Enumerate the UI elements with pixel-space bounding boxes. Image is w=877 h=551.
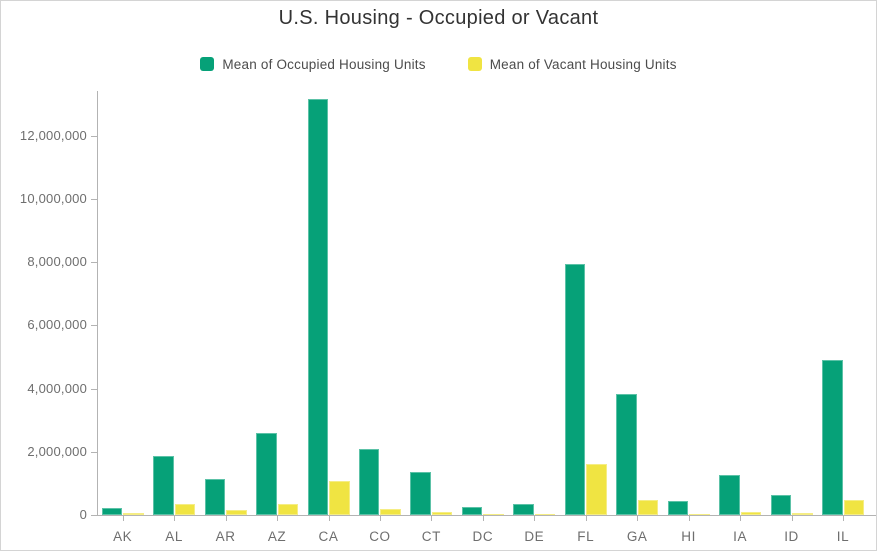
y-axis-tick — [91, 515, 97, 516]
bar-vacant-DE[interactable] — [534, 514, 556, 515]
x-axis-tick-label: FL — [577, 529, 595, 544]
bar-occupied-IA[interactable] — [719, 475, 740, 515]
x-axis-tick — [482, 516, 484, 521]
bar-vacant-AK[interactable] — [123, 513, 144, 515]
y-axis-tick — [91, 262, 97, 263]
legend-label-vacant: Mean of Vacant Housing Units — [489, 56, 677, 72]
bar-vacant-AR[interactable] — [226, 510, 247, 515]
bar-occupied-GA[interactable] — [616, 394, 637, 515]
bar-occupied-AR[interactable] — [204, 479, 226, 515]
x-axis-tick — [637, 516, 639, 521]
y-axis-tick-label: 0 — [79, 507, 87, 522]
bar-vacant-CT[interactable] — [431, 512, 453, 515]
x-axis-tick-label: AL — [165, 529, 183, 544]
x-axis-tick-label: GA — [626, 529, 648, 544]
x-axis-tick-label: DE — [524, 529, 545, 544]
x-axis-tick — [328, 516, 330, 521]
bar-vacant-IL[interactable] — [843, 500, 864, 515]
x-axis-tick — [277, 516, 279, 521]
vacant-series-swatch-icon — [467, 57, 482, 71]
bar-vacant-CA[interactable] — [329, 481, 350, 515]
x-axis-tick-label: CO — [369, 529, 391, 544]
x-axis-tick — [379, 516, 381, 521]
x-axis-tick-label: IA — [733, 529, 748, 544]
legend-item-occupied[interactable]: Mean of Occupied Housing Units — [200, 56, 426, 72]
x-axis-tick — [174, 516, 176, 521]
x-axis-tick-label: DC — [472, 529, 494, 544]
y-axis-tick-label: 12,000,000 — [19, 128, 87, 143]
x-axis-tick — [791, 516, 793, 521]
bar-vacant-AZ[interactable] — [277, 504, 299, 515]
bar-vacant-DC[interactable] — [483, 514, 504, 515]
x-axis-tick-label: AR — [215, 529, 236, 544]
bar-occupied-AK[interactable] — [101, 508, 123, 515]
x-axis-tick-label: IL — [836, 529, 850, 544]
y-axis-tick — [91, 199, 97, 200]
bar-occupied-CT[interactable] — [410, 472, 431, 515]
y-axis-tick-label: 10,000,000 — [19, 191, 87, 206]
y-axis-tick-label: 4,000,000 — [27, 381, 87, 396]
legend-item-vacant[interactable]: Mean of Vacant Housing Units — [467, 56, 677, 72]
bar-occupied-ID[interactable] — [770, 495, 792, 515]
bar-vacant-FL[interactable] — [586, 464, 607, 515]
bar-occupied-IL[interactable] — [822, 360, 843, 515]
legend-label-occupied: Mean of Occupied Housing Units — [222, 56, 426, 72]
y-axis-tick — [91, 452, 97, 453]
y-axis-tick — [91, 389, 97, 390]
bar-occupied-AZ[interactable] — [256, 433, 277, 515]
x-axis-tick-label: AK — [113, 529, 133, 544]
x-axis-line — [91, 515, 876, 516]
x-axis-tick — [740, 516, 742, 521]
y-axis-tick — [91, 325, 97, 326]
y-axis-line — [96, 91, 98, 515]
bar-vacant-IA[interactable] — [740, 512, 762, 515]
y-axis-tick — [91, 136, 97, 137]
y-axis-tick-label: 2,000,000 — [27, 444, 87, 459]
x-axis-tick — [225, 516, 227, 521]
x-axis-tick — [534, 516, 536, 521]
x-axis-tick-label: CA — [318, 529, 339, 544]
bar-occupied-AL[interactable] — [153, 456, 174, 515]
occupied-series-swatch-icon — [200, 57, 215, 71]
bar-occupied-DE[interactable] — [513, 504, 534, 515]
bar-occupied-HI[interactable] — [667, 501, 689, 515]
legend: Mean of Occupied Housing Units Mean of V… — [1, 54, 876, 74]
bar-occupied-CO[interactable] — [358, 449, 380, 515]
y-axis-tick-label: 8,000,000 — [27, 254, 87, 269]
bar-occupied-FL[interactable] — [564, 264, 586, 515]
bar-vacant-ID[interactable] — [792, 513, 813, 515]
bar-vacant-GA[interactable] — [637, 500, 659, 515]
x-axis-tick-label: ID — [784, 529, 799, 544]
chart-title: U.S. Housing - Occupied or Vacant — [278, 7, 599, 29]
x-axis-tick — [843, 516, 844, 521]
x-axis-tick — [122, 516, 124, 521]
x-axis-tick-label: CT — [421, 529, 441, 544]
bar-occupied-DC[interactable] — [461, 507, 483, 515]
bar-vacant-HI[interactable] — [689, 514, 710, 515]
bar-vacant-AL[interactable] — [174, 504, 196, 515]
x-axis-tick — [585, 516, 587, 521]
x-axis-tick-label: AZ — [267, 529, 287, 544]
x-axis-tick — [688, 516, 690, 521]
y-axis-tick-label: 6,000,000 — [27, 317, 87, 332]
x-axis-tick-label: HI — [681, 529, 696, 544]
bar-occupied-CA[interactable] — [307, 99, 328, 515]
x-axis-tick — [431, 516, 433, 521]
bar-vacant-CO[interactable] — [380, 509, 401, 515]
